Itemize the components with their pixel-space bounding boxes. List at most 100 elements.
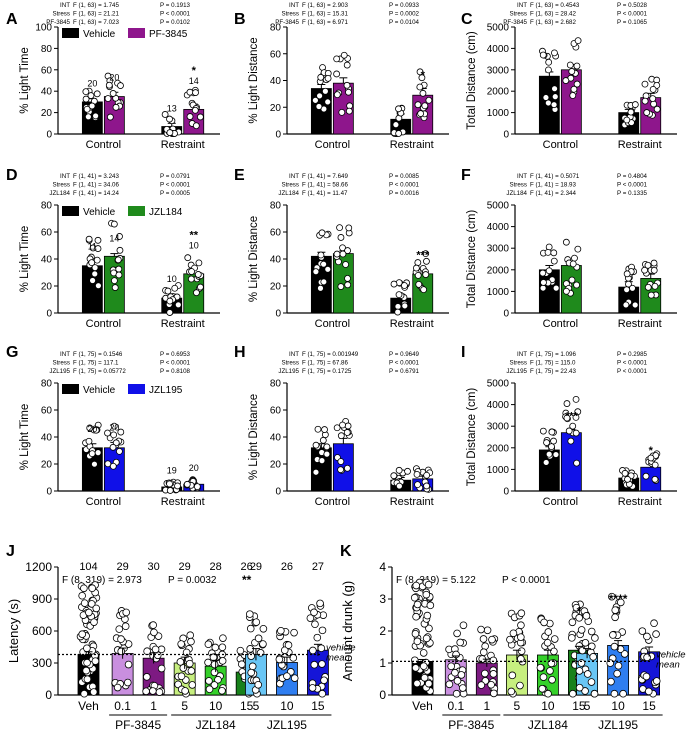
y-tick-label: 1 <box>379 656 386 670</box>
data-point <box>333 91 341 99</box>
data-point <box>426 601 435 610</box>
data-point <box>343 429 351 436</box>
data-point <box>94 282 102 290</box>
data-point <box>423 257 430 265</box>
reference-label: mean <box>656 659 680 670</box>
legend-swatch <box>128 384 145 394</box>
data-point <box>184 254 192 262</box>
data-point <box>411 656 419 665</box>
stat-f: F (1, 75) = 67.86 <box>302 360 348 367</box>
y-axis-label: Amount drunk (g) <box>340 581 355 681</box>
data-point <box>210 660 219 669</box>
x-category-label: Restraint <box>618 496 662 508</box>
data-point <box>451 668 459 677</box>
panel-H: H INT F (1, 75) = 0.001949 P = 0.9649 Stress… <box>234 344 449 508</box>
data-point <box>343 61 351 69</box>
y-tick-label: 40 <box>270 433 282 444</box>
panel-F: F INT F (1, 41) = 0.5071 P = 0.4804 Stress F … <box>461 167 677 330</box>
data-point <box>247 652 255 660</box>
data-point <box>94 245 102 252</box>
y-axis-label: % Light Time <box>19 226 31 292</box>
data-point <box>218 657 227 665</box>
data-point <box>418 74 426 82</box>
panel-label: B <box>234 11 246 28</box>
data-point <box>453 677 462 685</box>
data-point <box>623 270 631 278</box>
data-point <box>421 102 429 110</box>
stat-term: Stress <box>52 11 70 18</box>
stat-term: Stress <box>509 11 527 18</box>
data-point <box>337 458 345 465</box>
data-point <box>573 62 581 70</box>
legend-label: JZL184 <box>149 207 183 218</box>
y-axis-label: Total Distance (cm) <box>466 388 478 487</box>
y-axis-label: % Light Time <box>19 404 31 470</box>
stat-p: P = 0.1913 <box>160 2 191 9</box>
x-category-label: Control <box>543 318 578 330</box>
data-point <box>638 627 647 635</box>
n-label: 19 <box>167 466 177 476</box>
data-point <box>342 261 350 268</box>
stat-p: P = 0.9649 <box>389 351 420 358</box>
data-point <box>562 238 570 246</box>
y-tick-label: 4 <box>379 560 386 574</box>
data-point <box>310 608 318 617</box>
data-point <box>479 635 488 643</box>
panel-label: D <box>6 167 18 184</box>
data-point <box>236 646 245 655</box>
data-point <box>91 657 100 665</box>
data-point <box>550 437 557 445</box>
stat-p: P = 0.2985 <box>617 351 648 358</box>
data-point <box>94 449 102 457</box>
data-point <box>544 628 553 636</box>
data-point <box>92 604 101 613</box>
data-point <box>622 301 630 309</box>
data-point <box>191 106 199 114</box>
data-point <box>542 459 550 466</box>
panel-label: A <box>6 11 18 28</box>
y-tick-label: 40 <box>41 433 53 444</box>
data-point <box>333 55 341 63</box>
data-point <box>624 475 631 483</box>
data-point <box>309 646 317 655</box>
data-point <box>259 624 268 633</box>
data-point <box>318 457 326 465</box>
y-tick-label: 1000 <box>487 287 510 298</box>
legend-swatch <box>62 384 79 394</box>
data-point <box>607 592 616 601</box>
data-point <box>254 681 263 689</box>
data-point <box>210 681 219 689</box>
y-tick-label: 40 <box>270 76 282 87</box>
data-point <box>115 625 124 633</box>
legend-label: JZL195 <box>149 385 183 396</box>
data-point <box>517 633 525 641</box>
data-point <box>83 658 91 667</box>
x-category-label: Control <box>315 318 350 330</box>
data-point <box>185 659 194 668</box>
x-tick-label: 10 <box>541 699 555 713</box>
data-point <box>568 689 577 698</box>
data-point <box>424 580 433 589</box>
data-point <box>91 270 99 278</box>
data-point <box>490 689 498 698</box>
data-point <box>550 647 558 656</box>
data-point <box>570 85 578 93</box>
data-point <box>93 90 101 98</box>
data-point <box>390 472 398 480</box>
data-point <box>509 629 518 638</box>
data-point <box>423 611 432 620</box>
data-point <box>166 115 173 123</box>
data-point <box>425 96 433 104</box>
data-point <box>413 637 422 646</box>
data-point <box>552 284 560 292</box>
x-category-label: Restraint <box>618 139 662 151</box>
data-point <box>218 686 226 695</box>
data-point <box>401 282 408 289</box>
data-point <box>540 279 547 286</box>
stat-term: JZL195 <box>49 368 70 375</box>
data-point <box>487 680 495 689</box>
data-point <box>256 649 265 657</box>
stat-term: Stress <box>52 360 70 367</box>
x-category-label: Restraint <box>618 318 662 330</box>
data-point <box>182 648 191 657</box>
